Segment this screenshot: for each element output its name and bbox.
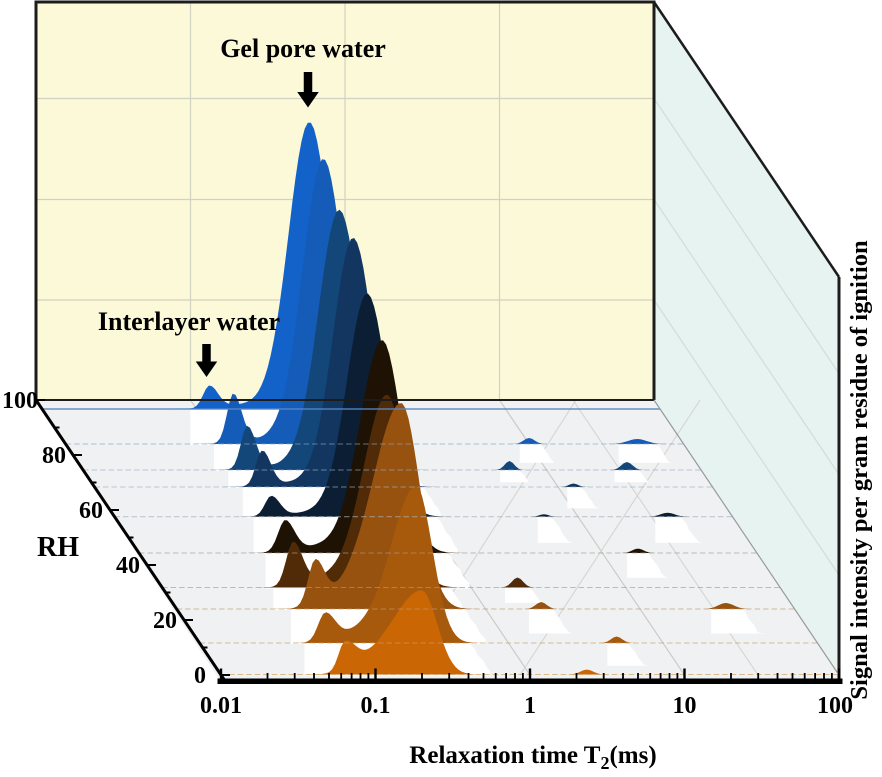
- svg-text:10: 10: [673, 693, 697, 719]
- svg-text:100: 100: [2, 388, 38, 414]
- svg-text:0: 0: [194, 663, 206, 689]
- svg-text:1: 1: [524, 693, 536, 719]
- svg-text:Interlayer water: Interlayer water: [98, 307, 280, 336]
- svg-text:100: 100: [817, 693, 853, 719]
- svg-text:Signal intensity per gram resi: Signal intensity per gram residue of ign…: [846, 240, 873, 700]
- svg-text:RH: RH: [37, 532, 79, 563]
- svg-text:60: 60: [79, 498, 103, 524]
- svg-text:Gel pore water: Gel pore water: [220, 34, 386, 63]
- svg-text:0.1: 0.1: [361, 693, 391, 719]
- svg-text:20: 20: [153, 608, 177, 634]
- svg-text:80: 80: [42, 443, 66, 469]
- svg-text:40: 40: [116, 553, 140, 579]
- svg-text:Relaxation time T2(ms): Relaxation time T2(ms): [409, 742, 656, 772]
- svg-text:0.01: 0.01: [200, 693, 242, 719]
